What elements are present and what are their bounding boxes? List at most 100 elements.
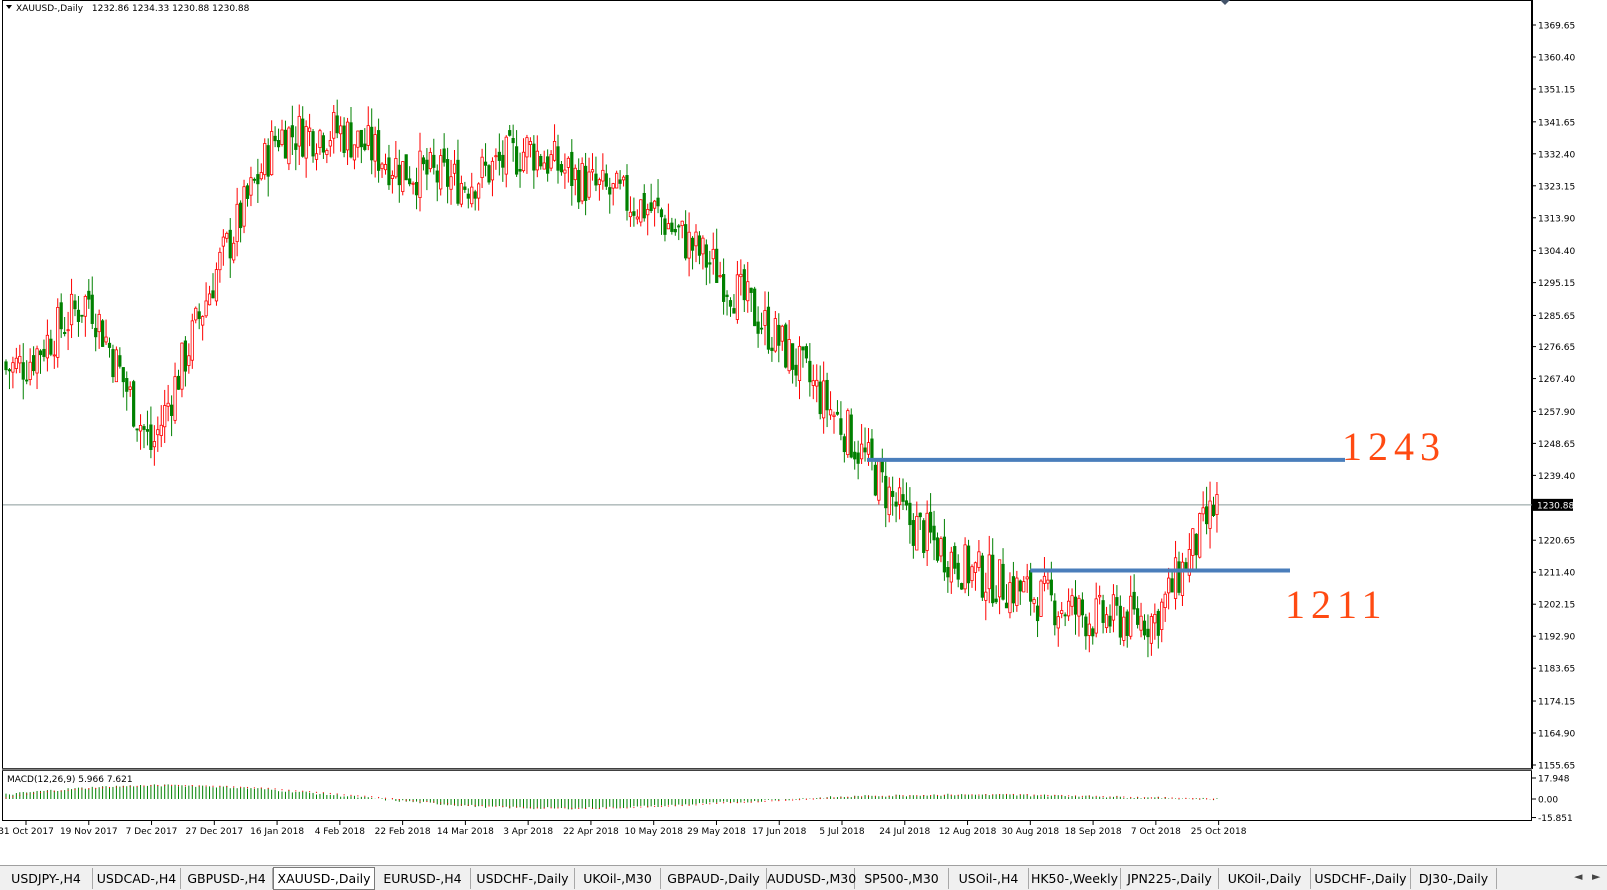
candle-body <box>690 237 695 251</box>
macd-signal-dot <box>909 795 911 797</box>
candle-body <box>1156 610 1160 636</box>
candle-body <box>132 381 136 427</box>
macd-signal-dot <box>992 794 994 796</box>
candle-body <box>1104 614 1109 629</box>
candle-body <box>483 161 488 166</box>
candle-body <box>1198 513 1202 558</box>
candle-body <box>473 191 477 199</box>
candle-body <box>259 172 263 180</box>
candle-body <box>242 186 246 227</box>
candle-body <box>1053 600 1057 626</box>
candle-body <box>518 168 522 172</box>
candle-body <box>432 154 436 168</box>
tab-ukoil-m30[interactable]: UKOil-,M30 <box>575 868 661 889</box>
candle-body <box>421 157 426 165</box>
candle-body <box>777 324 781 346</box>
chart-area[interactable]: XAUUSD-,Daily 1232.86 1234.33 1230.88 12… <box>0 0 1607 870</box>
candle-body <box>960 583 964 590</box>
macd-signal-dot <box>1033 794 1035 796</box>
candle-body <box>1063 614 1067 617</box>
date-tick-label: 22 Feb 2018 <box>375 827 431 837</box>
candle-body <box>328 140 332 147</box>
macd-signal-dot <box>978 794 980 796</box>
candle-body <box>1087 623 1091 636</box>
tab-usoil-h4[interactable]: USOil-,H4 <box>949 868 1029 889</box>
macd-signal-dot <box>447 803 449 805</box>
macd-signal-dot <box>302 790 304 792</box>
tab-usdjpy-h4[interactable]: USDJPY-,H4 <box>0 868 93 889</box>
candle-body <box>822 380 826 419</box>
tab-xauusd-daily[interactable]: XAUUSD-,Daily <box>273 867 375 890</box>
candle-body <box>311 131 315 157</box>
macd-signal-dot <box>591 807 594 809</box>
candle-body <box>408 178 412 185</box>
macd-signal-dot <box>108 786 111 789</box>
candle-body <box>1118 605 1122 638</box>
candle-body <box>80 314 84 317</box>
price-tick-label: 1285.65 <box>1538 312 1575 322</box>
macd-signal-dot <box>191 785 193 787</box>
tab-audusd-m30[interactable]: AUDUSD-,M30 <box>767 868 856 889</box>
candle-body <box>470 186 474 205</box>
date-tick-label: 22 Apr 2018 <box>563 827 619 837</box>
candle-body <box>1084 616 1088 637</box>
candle-body <box>266 145 270 177</box>
macd-signal-dot <box>681 804 683 807</box>
candle-body <box>584 165 588 201</box>
date-tick-label: 18 Sep 2018 <box>1065 827 1122 837</box>
macd-signal-dot <box>529 807 532 809</box>
shift-marker-icon[interactable] <box>1220 0 1230 5</box>
candle-body <box>339 125 343 135</box>
tab-jpn225-daily[interactable]: JPN225-,Daily <box>1121 868 1219 889</box>
tab-scroll-left-icon[interactable]: ◄ <box>1574 870 1583 883</box>
candle-body <box>76 309 81 322</box>
price-tick-label: 1202.15 <box>1538 601 1575 611</box>
price-tick-label: 1164.90 <box>1538 730 1575 740</box>
macd-signal-dot <box>1068 795 1070 797</box>
candle-body <box>245 185 250 199</box>
tab-sp500-m30[interactable]: SP500-,M30 <box>855 868 949 889</box>
price-tick-label: 1257.90 <box>1538 408 1575 418</box>
candle-body <box>1208 500 1212 529</box>
macd-signal-dot <box>495 805 497 807</box>
macd-signal-dot <box>826 797 828 799</box>
candle-body <box>14 357 18 369</box>
macd-signal-dot <box>233 786 235 788</box>
tab-hk50-weekly[interactable]: HK50-,Weekly <box>1029 868 1121 889</box>
candle-body <box>987 554 991 590</box>
macd-signal-dot <box>274 788 276 790</box>
candle-body <box>56 306 60 358</box>
macd-signal-dot <box>798 799 801 801</box>
tab-eurusd-h4[interactable]: EURUSD-,H4 <box>375 868 471 889</box>
tab-dj30-daily[interactable]: DJ30-,Daily <box>1411 868 1497 889</box>
candle-body <box>487 165 491 183</box>
tab-usdchf-daily[interactable]: USDCHF-,Daily <box>471 868 575 889</box>
tab-gbpaud-daily[interactable]: GBPAUD-,Daily <box>661 868 767 889</box>
macd-signal-dot <box>81 788 83 790</box>
candle-body <box>111 349 115 378</box>
candle-body <box>577 170 581 203</box>
candle-body <box>835 411 840 415</box>
macd-signal-dot <box>157 784 159 787</box>
candle-body <box>35 348 39 374</box>
candle-body <box>252 178 256 181</box>
tab-usdchf-daily[interactable]: USDCHF-,Daily <box>1311 868 1411 889</box>
candle-body <box>932 525 936 541</box>
tab-gbpusd-h4[interactable]: GBPUSD-,H4 <box>181 868 273 889</box>
tab-usdcad-h4[interactable]: USDCAD-,H4 <box>93 868 181 889</box>
candle-body <box>1060 610 1064 614</box>
tab-scroll-right-icon[interactable]: ► <box>1592 870 1601 883</box>
candle-body <box>304 126 308 159</box>
macd-signal-dot <box>1102 796 1104 798</box>
tab-ukoil-daily[interactable]: UKOil-,Daily <box>1219 868 1311 889</box>
macd-signal-dot <box>412 800 414 802</box>
macd-signal-dot <box>536 807 538 809</box>
price-chart[interactable]: XAUUSD-,Daily 1232.86 1234.33 1230.88 12… <box>0 0 1607 866</box>
macd-signal-dot <box>19 794 21 796</box>
candle-body <box>452 163 457 174</box>
date-tick-label: 25 Oct 2018 <box>1191 827 1247 837</box>
candle-body <box>1163 593 1167 608</box>
date-axis: 31 Oct 2017 19 Nov 2017 7 Dec 2017 27 Dec 2… <box>0 821 1247 837</box>
candle-body <box>887 486 891 516</box>
macd-signal-dot <box>5 797 7 799</box>
